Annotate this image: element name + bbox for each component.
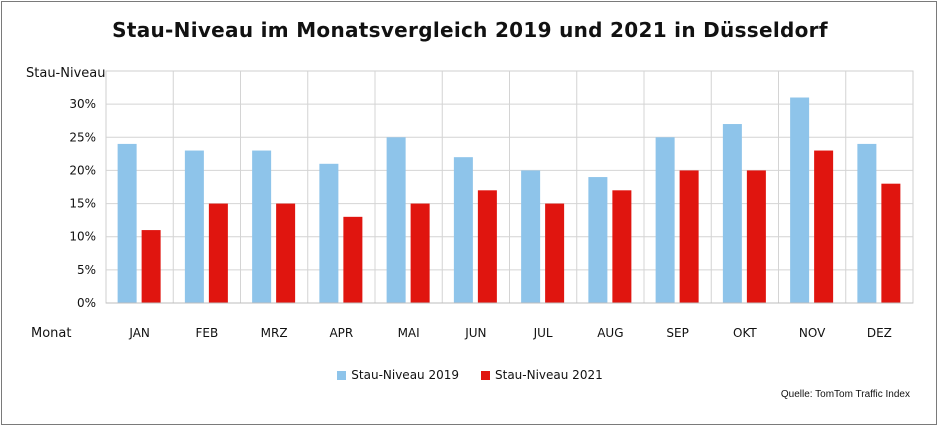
bar-2021 (612, 190, 632, 303)
y-tick-label: 30% (69, 97, 96, 111)
bar-2021 (545, 203, 565, 303)
x-tick-label: JUL (533, 326, 553, 340)
y-tick-label: 10% (69, 230, 96, 244)
y-tick-label: 5% (77, 263, 96, 277)
y-tick-label: 25% (69, 130, 96, 144)
chart-title: Stau-Niveau im Monatsvergleich 2019 und … (112, 18, 828, 42)
bar-2019 (521, 170, 541, 303)
bar-2021 (679, 170, 699, 303)
bar-2019 (790, 97, 810, 303)
bar-2019 (453, 157, 473, 303)
x-tick-label: MRZ (261, 326, 288, 340)
bar-2021 (881, 183, 901, 303)
x-tick-label: FEB (196, 326, 219, 340)
bar-2019 (655, 137, 675, 303)
bar-2019 (252, 150, 272, 303)
source-note: Quelle: TomTom Traffic Index (780, 389, 910, 400)
x-tick-label: JAN (128, 326, 150, 340)
bar-2019 (857, 143, 877, 303)
legend-swatch-2021 (481, 370, 490, 380)
x-tick-label: MAI (398, 326, 420, 340)
bar-2021 (746, 170, 766, 303)
bar-2021 (410, 203, 430, 303)
y-tick-label: 20% (69, 163, 96, 177)
bar-2019 (588, 177, 608, 303)
bar-2021 (141, 230, 161, 303)
legend-label-2021: Stau-Niveau 2021 (495, 368, 603, 382)
bar-2021 (208, 203, 228, 303)
legend-swatch-2019 (337, 370, 347, 380)
bar-2019 (319, 163, 339, 303)
y-tick-label: 15% (69, 197, 96, 211)
x-tick-label: NOV (799, 326, 826, 340)
bar-2019 (184, 150, 204, 303)
bar-2021 (477, 190, 497, 303)
x-axis-label: Monat (31, 326, 72, 341)
bar-2021 (814, 150, 834, 303)
x-tick-label: OKT (733, 326, 757, 340)
bar-2019 (386, 137, 406, 303)
x-tick-label: AUG (597, 326, 623, 340)
bar-2021 (276, 203, 296, 303)
bar-2021 (343, 216, 363, 303)
y-tick-label: 0% (77, 296, 96, 310)
x-tick-label: APR (329, 326, 353, 340)
legend-label-2019: Stau-Niveau 2019 (351, 368, 459, 382)
legend: Stau-Niveau 2019 Stau-Niveau 2021 (0, 368, 940, 382)
legend-item-2021: Stau-Niveau 2021 (481, 368, 603, 382)
x-tick-label: SEP (666, 326, 688, 340)
y-axis-label: Stau-Niveau (26, 66, 106, 81)
bar-2019 (117, 143, 137, 303)
x-tick-label: JUN (464, 326, 486, 340)
bar-2019 (722, 124, 742, 304)
x-tick-label: DEZ (867, 326, 892, 340)
legend-item-2019: Stau-Niveau 2019 (337, 368, 459, 382)
